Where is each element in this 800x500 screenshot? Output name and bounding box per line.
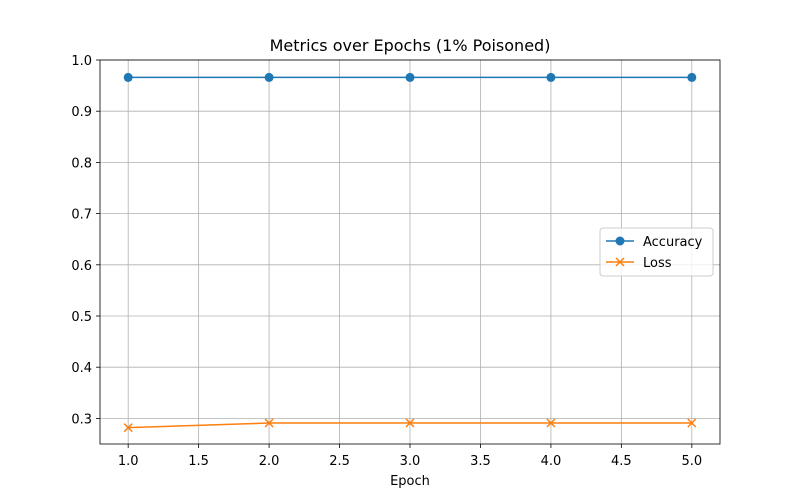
x-tick-label: 2.0 [259, 454, 280, 469]
y-tick-label: 0.9 [71, 105, 92, 120]
y-tick-label: 1.0 [71, 54, 92, 69]
x-axis-label: Epoch [390, 474, 430, 489]
x-tick-label: 1.5 [188, 454, 209, 469]
loss-point [687, 418, 697, 428]
plot-series [123, 72, 697, 433]
accuracy-point [687, 72, 697, 82]
x-tick-label: 3.0 [400, 454, 421, 469]
accuracy-point [123, 72, 133, 82]
y-tick-label: 0.8 [71, 156, 92, 171]
series-loss [123, 418, 697, 433]
axis-ticks: 1.0 1.5 2.0 2.5 3.0 3.5 4.0 4.5 5.0 0.3 0.4 0.5 0.6 0… [71, 54, 702, 469]
x-tick-label: 4.5 [611, 454, 632, 469]
accuracy-point [264, 72, 274, 82]
loss-point [405, 418, 415, 428]
y-tick-label: 0.5 [71, 310, 92, 325]
legend-item-loss: Loss [606, 256, 672, 271]
legend-label: Loss [643, 256, 672, 271]
loss-point [123, 423, 133, 433]
x-tick-label: 4.0 [541, 454, 562, 469]
legend-label: Accuracy [643, 235, 703, 250]
x-tick-label: 2.5 [329, 454, 350, 469]
loss-point [264, 418, 274, 428]
legend-marker-loss [615, 257, 625, 267]
legend-marker-accuracy [615, 236, 625, 246]
x-tick-label: 1.0 [118, 454, 139, 469]
x-tick-label: 5.0 [681, 454, 702, 469]
chart-title: Metrics over Epochs (1% Poisoned) [270, 36, 551, 55]
y-tick-label: 0.6 [71, 259, 92, 274]
y-tick-label: 0.4 [71, 361, 92, 376]
loss-point [546, 418, 556, 428]
y-tick-label: 0.3 [71, 412, 92, 427]
x-tick-label: 3.5 [470, 454, 491, 469]
legend-box [599, 227, 714, 277]
accuracy-point [405, 72, 415, 82]
legend: Accuracy Loss [599, 227, 714, 277]
accuracy-point [546, 72, 556, 82]
legend-item-accuracy: Accuracy [606, 235, 703, 250]
y-tick-label: 0.7 [71, 208, 92, 223]
series-accuracy [123, 72, 697, 82]
